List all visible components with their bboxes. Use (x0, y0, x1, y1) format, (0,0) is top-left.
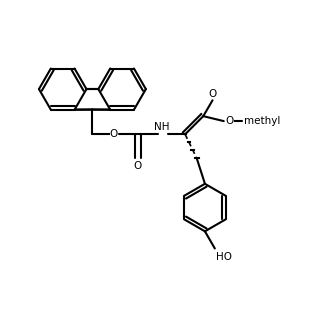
Text: O: O (225, 116, 234, 126)
Text: NH: NH (154, 122, 169, 132)
Text: HO: HO (216, 252, 232, 262)
Text: methyl: methyl (244, 116, 280, 126)
Text: O: O (209, 89, 216, 99)
Text: O: O (133, 161, 142, 171)
Text: O: O (110, 129, 118, 139)
